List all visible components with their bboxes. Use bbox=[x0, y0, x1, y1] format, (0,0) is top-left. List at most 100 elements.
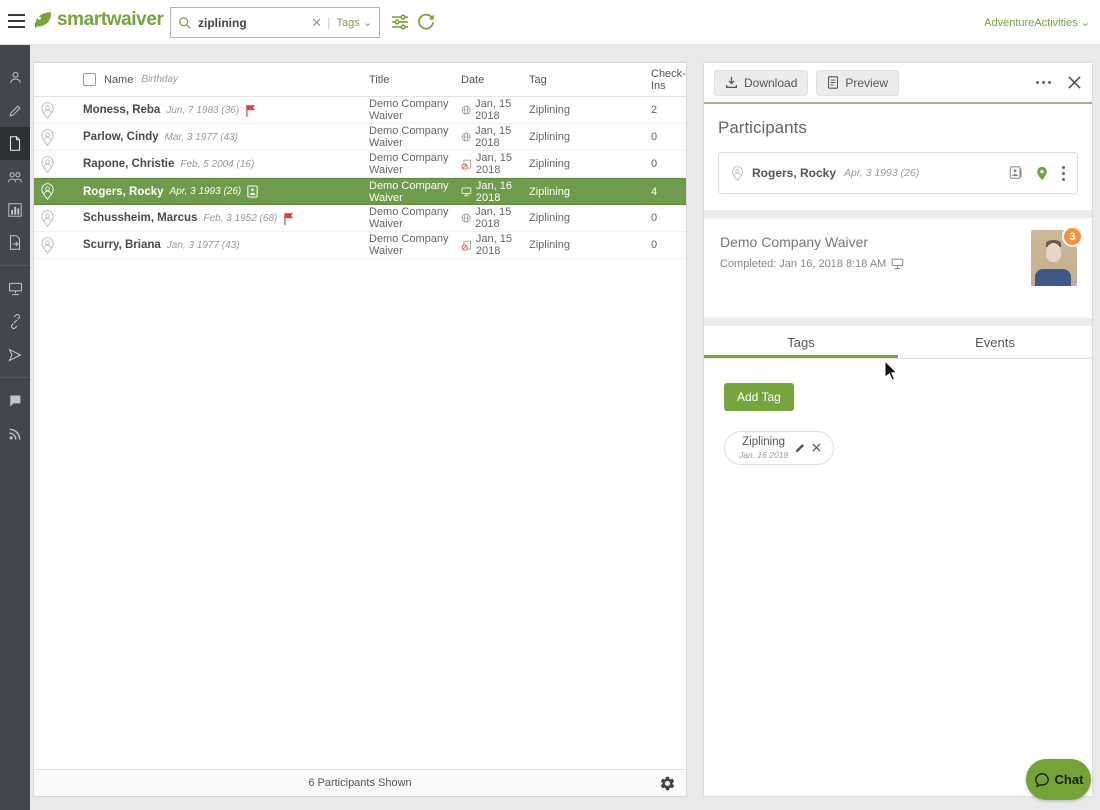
row-checkins: 2 bbox=[651, 104, 658, 116]
tag-chip-date: Jan, 16 2018 bbox=[739, 449, 789, 460]
row-checkins: 0 bbox=[651, 239, 658, 251]
participant-card[interactable]: Rogers, Rocky Apr, 3 1993 (26) bbox=[718, 152, 1078, 194]
account-dropdown[interactable]: AdventureActivities ⌄ bbox=[984, 17, 1090, 29]
sidebar-item-kiosk[interactable] bbox=[0, 272, 30, 305]
header-title: Title bbox=[369, 73, 390, 86]
row-tag: Ziplining bbox=[529, 104, 570, 116]
refresh-icon[interactable] bbox=[416, 12, 436, 32]
participant-pin-icon bbox=[41, 183, 54, 200]
row-birthday: Feb, 3 1952 (68) bbox=[203, 212, 278, 224]
table-row-selected[interactable]: Rogers, Rocky Apr, 3 1993 (26) Demo Compa… bbox=[34, 178, 686, 205]
section-gap bbox=[704, 210, 1092, 218]
filter-sliders-icon[interactable] bbox=[390, 12, 410, 32]
tag-chip: Ziplining Jan, 16 2018 bbox=[724, 431, 835, 465]
top-bar: smartwaiver ✕ | Tags ⌄ AdventureActiviti… bbox=[0, 0, 1100, 45]
section-gap bbox=[704, 318, 1092, 326]
row-tag: Ziplining bbox=[529, 239, 570, 251]
participant-pin-icon bbox=[41, 209, 54, 227]
chat-launcher-button[interactable]: Chat bbox=[1026, 759, 1091, 800]
logo[interactable]: smartwaiver bbox=[33, 9, 164, 31]
sidebar-item-links[interactable] bbox=[0, 305, 30, 338]
sidebar-divider bbox=[0, 265, 30, 266]
search-clear-icon[interactable]: ✕ bbox=[311, 14, 323, 30]
edit-tag-icon[interactable] bbox=[795, 443, 805, 453]
table-row[interactable]: Parlow, Cindy Mar, 3 1977 (43) Demo Compa… bbox=[34, 124, 686, 151]
add-tag-button[interactable]: Add Tag bbox=[724, 383, 794, 411]
close-icon[interactable] bbox=[1067, 75, 1082, 90]
chat-bubble-icon bbox=[9, 395, 21, 406]
menu-icon[interactable] bbox=[8, 14, 25, 28]
header-checkins: Check-Ins bbox=[651, 67, 686, 92]
select-all-checkbox[interactable] bbox=[83, 73, 96, 86]
row-date: Jan, 15 2018 bbox=[475, 233, 512, 257]
header-birthday: Birthday bbox=[141, 74, 179, 85]
row-name: Parlow, Cindy bbox=[83, 131, 159, 143]
row-name: Rogers, Rocky bbox=[83, 185, 164, 198]
table-row[interactable]: Scurry, Briana Jan, 3 1977 (43) Demo Comp… bbox=[34, 232, 686, 259]
row-title: Demo Company Waiver bbox=[369, 98, 449, 122]
search-icon bbox=[179, 16, 191, 29]
row-checkins: 0 bbox=[651, 158, 658, 170]
sidebar-item-send[interactable] bbox=[0, 338, 30, 371]
web-signed-icon bbox=[461, 105, 471, 115]
search-tags-dropdown[interactable]: Tags ⌄ bbox=[336, 17, 372, 29]
web-signed-icon bbox=[461, 213, 471, 223]
search-separator: | bbox=[327, 15, 331, 30]
tab-events[interactable]: Events bbox=[975, 335, 1015, 350]
waiver-photo-thumbnail[interactable]: 3 bbox=[1031, 226, 1083, 286]
photo-id-icon[interactable] bbox=[1009, 166, 1022, 180]
table-row[interactable]: Schussheim, Marcus Feb, 3 1952 (68) Demo … bbox=[34, 205, 686, 232]
row-title: Demo Company Waiver bbox=[369, 179, 449, 204]
row-title: Demo Company Waiver bbox=[369, 125, 449, 149]
row-birthday: Jan, 3 1977 (43) bbox=[166, 239, 240, 251]
download-button[interactable]: Download bbox=[714, 69, 809, 96]
row-name: Rapone, Christie bbox=[83, 158, 175, 170]
photo-id-icon bbox=[247, 185, 258, 198]
sidebar-item-feed[interactable] bbox=[0, 417, 30, 450]
more-options-icon[interactable] bbox=[1036, 81, 1051, 84]
flag-icon bbox=[246, 104, 256, 117]
row-title: Demo Company Waiver bbox=[369, 152, 449, 176]
row-checkins: 4 bbox=[651, 185, 658, 198]
row-checkins: 0 bbox=[651, 212, 658, 224]
bar-chart-icon bbox=[8, 202, 22, 217]
tags-tab-content: Add Tag Ziplining Jan, 16 2018 bbox=[704, 359, 1092, 489]
row-tag: Ziplining bbox=[529, 158, 570, 170]
table-row[interactable]: Rapone, Christie Feb, 5 2004 (16) Demo Co… bbox=[34, 151, 686, 178]
sidebar-item-participants[interactable] bbox=[0, 61, 30, 94]
search-box[interactable]: ✕ | Tags ⌄ bbox=[170, 7, 380, 38]
chat-bubble-icon bbox=[1034, 772, 1049, 787]
row-date: Jan, 16 2018 bbox=[475, 179, 512, 204]
groups-icon bbox=[7, 171, 23, 182]
tab-tags[interactable]: Tags bbox=[704, 326, 898, 358]
row-date: Jan, 15 2018 bbox=[475, 125, 512, 149]
link-icon bbox=[10, 314, 20, 329]
participant-pin-icon bbox=[41, 155, 54, 173]
participant-birthday: Apr, 3 1993 (26) bbox=[844, 167, 920, 179]
kiosk-icon bbox=[8, 282, 22, 295]
sidebar-item-reports[interactable] bbox=[0, 193, 30, 226]
sidebar-item-export[interactable] bbox=[0, 226, 30, 259]
row-checkins: 0 bbox=[651, 131, 658, 143]
sidebar-item-waivers[interactable] bbox=[0, 127, 30, 160]
participants-section: Participants Rogers, Rocky Apr, 3 1993 (… bbox=[704, 104, 1092, 210]
document-icon bbox=[9, 136, 21, 151]
sidebar-item-edit[interactable] bbox=[0, 94, 30, 127]
preview-button[interactable]: Preview bbox=[816, 69, 900, 96]
panel-toolbar: Download Preview bbox=[704, 63, 1092, 104]
sidebar-item-groups[interactable] bbox=[0, 160, 30, 193]
row-birthday: Jun, 7 1983 (36) bbox=[166, 104, 240, 116]
table-row[interactable]: Moness, Reba Jun, 7 1983 (36) Demo Compan… bbox=[34, 97, 686, 124]
location-pin-icon[interactable] bbox=[1036, 166, 1048, 181]
participant-menu-icon[interactable] bbox=[1062, 165, 1065, 181]
row-birthday: Feb, 5 2004 (16) bbox=[180, 158, 255, 170]
search-input[interactable] bbox=[198, 15, 312, 30]
settings-gear-icon[interactable] bbox=[659, 775, 676, 792]
logo-text: smartwaiver bbox=[57, 9, 164, 30]
tabs-section: Tags Events Add Tag Ziplining Jan, 16 20… bbox=[704, 326, 1092, 796]
table-header: Name Birthday Title Date Tag Check-Ins bbox=[34, 63, 686, 97]
row-tag: Ziplining bbox=[529, 185, 570, 198]
kiosk-signed-icon bbox=[892, 258, 904, 269]
remove-tag-icon[interactable] bbox=[812, 443, 821, 453]
sidebar-item-chat[interactable] bbox=[0, 384, 30, 417]
